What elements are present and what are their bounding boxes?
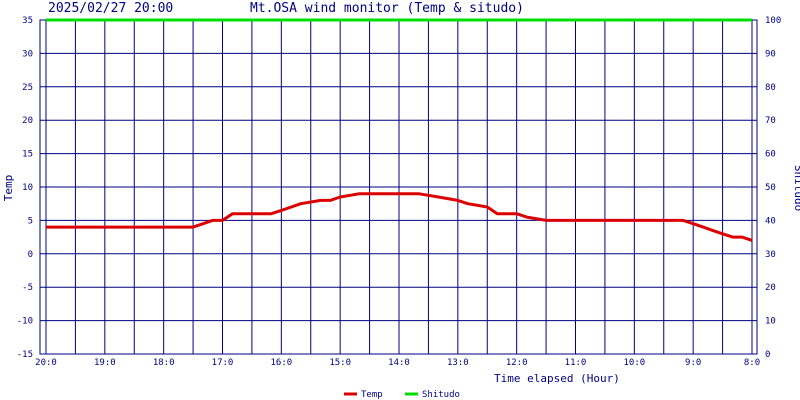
y-left-tick: -10: [17, 317, 33, 327]
y-left-tick: -5: [22, 283, 33, 293]
series-line-temp: [46, 192, 753, 242]
y-left-tick: 30: [22, 49, 33, 59]
x-tick: 20:0: [35, 358, 57, 368]
x-tick: 17:0: [212, 358, 234, 368]
y-right-tick: 0: [765, 350, 770, 360]
y-right-tick: 50: [765, 183, 776, 193]
x-tick: 8:0: [744, 358, 760, 368]
x-tick: 11:0: [565, 358, 587, 368]
y-right-tick: 80: [765, 83, 776, 93]
y-right-tick: 20: [765, 283, 776, 293]
y-left-tick: 20: [22, 116, 33, 126]
x-tick: 16:0: [270, 358, 292, 368]
y-right-tick: 90: [765, 49, 776, 59]
legend: Temp Shitudo: [344, 390, 460, 400]
chart-title: Mt.OSA wind monitor (Temp & situdo): [250, 1, 524, 16]
y-left-tick: 0: [28, 250, 33, 260]
y-left-tick: 15: [22, 150, 33, 160]
x-axis: 20:0 19:0 18:0 17:0 16:0 15:0 14:0 13:0 12:0 11:0…: [35, 358, 760, 368]
x-tick: 15:0: [329, 358, 351, 368]
y-left-tick: 10: [22, 183, 33, 193]
x-tick: 13:0: [447, 358, 469, 368]
legend-label: Shitudo: [422, 390, 460, 400]
x-tick: 14:0: [388, 358, 410, 368]
y-left-tick: -15: [17, 350, 33, 360]
y-right-label: Shitudo: [792, 165, 800, 211]
y-right-tick: 30: [765, 250, 776, 260]
y-right-tick: 10: [765, 317, 776, 327]
y-left-axis: 35 30 25 20 15 10 5 0 -5 -10 -15: [17, 16, 33, 360]
x-tick: 9:0: [685, 358, 701, 368]
y-right-tick: 100: [765, 16, 781, 26]
timestamp: 2025/02/27 20:00: [48, 1, 173, 16]
grid: [40, 19, 757, 355]
x-tick: 18:0: [153, 358, 175, 368]
y-right-tick: 40: [765, 216, 776, 226]
x-axis-label: Time elapsed (Hour): [494, 372, 620, 385]
y-left-tick: 5: [28, 216, 33, 226]
y-left-label: Temp: [2, 175, 15, 202]
series-lines: [46, 18, 753, 242]
y-left-tick: 35: [22, 16, 33, 26]
x-tick: 19:0: [94, 358, 116, 368]
y-right-tick: 70: [765, 116, 776, 126]
y-left-tick: 25: [22, 83, 33, 93]
legend-label: Temp: [361, 390, 383, 400]
x-tick: 12:0: [506, 358, 528, 368]
y-right-tick: 60: [765, 150, 776, 160]
x-tick: 10:0: [623, 358, 645, 368]
